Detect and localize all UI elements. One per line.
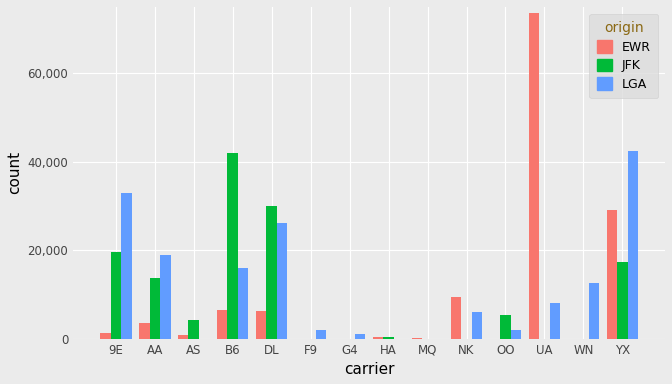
Bar bbox=[277, 223, 288, 339]
Bar bbox=[373, 337, 383, 339]
Bar bbox=[139, 323, 149, 339]
Bar bbox=[100, 333, 110, 339]
Bar bbox=[238, 268, 249, 339]
Bar bbox=[529, 13, 539, 339]
Bar bbox=[217, 310, 227, 339]
Bar bbox=[178, 336, 188, 339]
Bar bbox=[617, 262, 628, 339]
Bar bbox=[121, 193, 132, 339]
Bar bbox=[266, 206, 277, 339]
Bar bbox=[628, 151, 638, 339]
Bar bbox=[500, 315, 511, 339]
X-axis label: carrier: carrier bbox=[344, 362, 394, 377]
Bar bbox=[511, 330, 521, 339]
Bar bbox=[607, 210, 617, 339]
Legend: EWR, JFK, LGA: EWR, JFK, LGA bbox=[589, 13, 658, 98]
Bar bbox=[383, 337, 394, 339]
Bar bbox=[451, 297, 461, 339]
Bar bbox=[188, 320, 199, 339]
Y-axis label: count: count bbox=[7, 151, 22, 194]
Bar bbox=[472, 312, 482, 339]
Bar bbox=[355, 334, 366, 339]
Bar bbox=[412, 338, 422, 339]
Bar bbox=[550, 303, 560, 339]
Bar bbox=[316, 329, 327, 339]
Bar bbox=[227, 152, 238, 339]
Bar bbox=[256, 311, 266, 339]
Bar bbox=[149, 278, 160, 339]
Bar bbox=[110, 252, 121, 339]
Bar bbox=[589, 283, 599, 339]
Bar bbox=[160, 255, 171, 339]
